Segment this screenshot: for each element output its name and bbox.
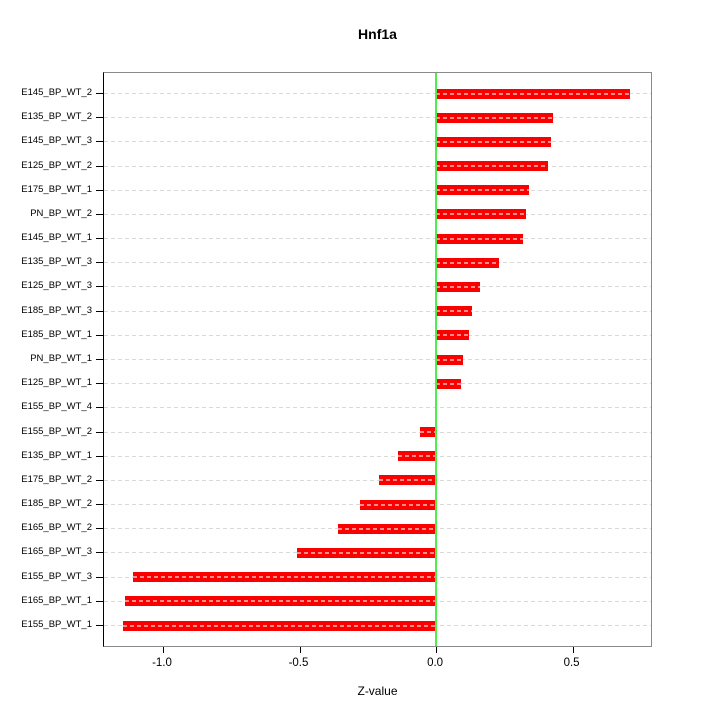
gridline	[104, 213, 651, 215]
y-axis-label: E135_BP_WT_2	[21, 111, 92, 123]
gridline	[104, 93, 651, 94]
x-axis-tick	[436, 647, 438, 653]
y-axis-tick	[96, 262, 103, 264]
y-axis-label: E145_BP_WT_3	[21, 135, 92, 147]
y-axis-tick	[96, 117, 103, 119]
bar-E135_BP_WT_3	[436, 257, 499, 268]
y-axis-label: E155_BP_WT_2	[21, 425, 92, 437]
gridline	[104, 407, 651, 409]
y-axis-tick	[96, 600, 103, 602]
bar-E135_BP_WT_2	[436, 112, 554, 123]
bar-E125_BP_WT_1	[436, 378, 461, 389]
y-axis-tick	[96, 407, 103, 409]
y-axis-label: PN_BP_WT_2	[30, 207, 92, 219]
y-axis-label: E125_BP_WT_1	[21, 377, 92, 389]
gridline	[104, 383, 651, 385]
bar-PN_BP_WT_1	[436, 354, 464, 365]
y-axis-tick	[96, 431, 103, 433]
x-axis-tick	[299, 647, 301, 653]
y-axis-tick	[96, 238, 103, 240]
y-axis-label: E125_BP_WT_3	[21, 280, 92, 292]
x-axis-tick-label: 0.5	[563, 657, 580, 669]
y-axis-label: E145_BP_WT_1	[21, 232, 92, 244]
gridline	[104, 479, 651, 481]
y-axis-tick	[96, 455, 103, 457]
gridline	[104, 238, 651, 240]
plot-area	[96, 72, 652, 653]
bar-E185_BP_WT_1	[436, 330, 469, 341]
gridline	[104, 262, 651, 264]
gridline	[104, 189, 651, 191]
gridline	[104, 117, 651, 119]
bar-E135_BP_WT_1	[397, 451, 437, 462]
y-axis-tick	[96, 576, 103, 578]
y-axis-label: E155_BP_WT_1	[21, 619, 92, 630]
y-axis-tick	[96, 528, 103, 530]
bar-E185_BP_WT_3	[436, 306, 472, 317]
gridline	[104, 455, 651, 457]
bar-E155_BP_WT_1	[123, 620, 437, 631]
y-axis-tick	[96, 504, 103, 506]
x-axis-tick-label: -1.0	[152, 657, 172, 669]
y-axis-tick	[96, 141, 103, 143]
bar-E145_BP_WT_2	[436, 88, 630, 99]
y-axis-tick	[96, 359, 103, 360]
y-axis-label: E125_BP_WT_2	[21, 159, 92, 171]
bar-E165_BP_WT_3	[296, 547, 437, 558]
y-axis-label: E165_BP_WT_2	[21, 522, 92, 534]
x-axis-title: Z-value	[357, 684, 398, 698]
y-axis-tick	[96, 479, 103, 481]
y-axis-label: E185_BP_WT_1	[21, 328, 92, 340]
gridline	[104, 334, 651, 336]
x-axis-tick-label: 0.0	[427, 657, 444, 669]
y-axis-tick	[96, 93, 103, 94]
bar-E165_BP_WT_2	[337, 523, 437, 534]
y-axis-label: E165_BP_WT_1	[21, 594, 92, 606]
y-axis-label: E155_BP_WT_4	[21, 401, 92, 413]
x-axis-tick	[163, 647, 164, 653]
y-axis-label: E135_BP_WT_1	[21, 449, 92, 461]
y-axis-tick	[96, 334, 103, 336]
y-axis-label: E155_BP_WT_3	[21, 570, 92, 582]
bar-E175_BP_WT_2	[378, 475, 437, 486]
y-axis-tick	[96, 189, 103, 191]
bar-E145_BP_WT_3	[436, 136, 551, 147]
bar-E155_BP_WT_3	[132, 572, 437, 583]
gridline	[104, 310, 651, 312]
y-axis-tick	[96, 383, 103, 385]
bar-E125_BP_WT_3	[436, 281, 480, 292]
zero-reference-line	[435, 73, 438, 646]
gridline	[104, 141, 651, 143]
y-axis-label: E185_BP_WT_2	[21, 498, 92, 510]
y-axis-label: E185_BP_WT_3	[21, 304, 92, 316]
y-axis-tick	[96, 286, 103, 288]
x-axis-tick-label: -0.5	[288, 657, 309, 669]
y-axis-tick	[96, 552, 103, 554]
y-axis-label: E175_BP_WT_1	[21, 183, 92, 195]
bar-E185_BP_WT_2	[359, 499, 437, 510]
gridline	[104, 165, 651, 167]
y-axis-label: E145_BP_WT_2	[21, 87, 92, 98]
chart-title: Hnf1a	[358, 26, 397, 42]
gridline	[104, 431, 651, 433]
bar-E155_BP_WT_2	[419, 427, 437, 438]
bar-E145_BP_WT_1	[436, 233, 524, 244]
x-axis-tick	[572, 647, 574, 653]
bar-E165_BP_WT_1	[124, 596, 437, 607]
y-axis-tick	[96, 625, 103, 626]
y-axis-tick	[96, 310, 103, 312]
gridline	[104, 359, 651, 360]
bar-E125_BP_WT_2	[436, 161, 549, 172]
y-axis-label: E135_BP_WT_3	[21, 256, 92, 268]
y-axis-tick	[96, 213, 103, 215]
gridline	[104, 286, 651, 288]
y-axis-label: E165_BP_WT_3	[21, 546, 92, 558]
y-axis-label: E175_BP_WT_2	[21, 473, 92, 485]
y-axis-label: PN_BP_WT_1	[30, 353, 92, 364]
bar-E175_BP_WT_1	[436, 185, 529, 196]
y-axis-tick	[96, 165, 103, 167]
bar-PN_BP_WT_2	[436, 209, 527, 220]
